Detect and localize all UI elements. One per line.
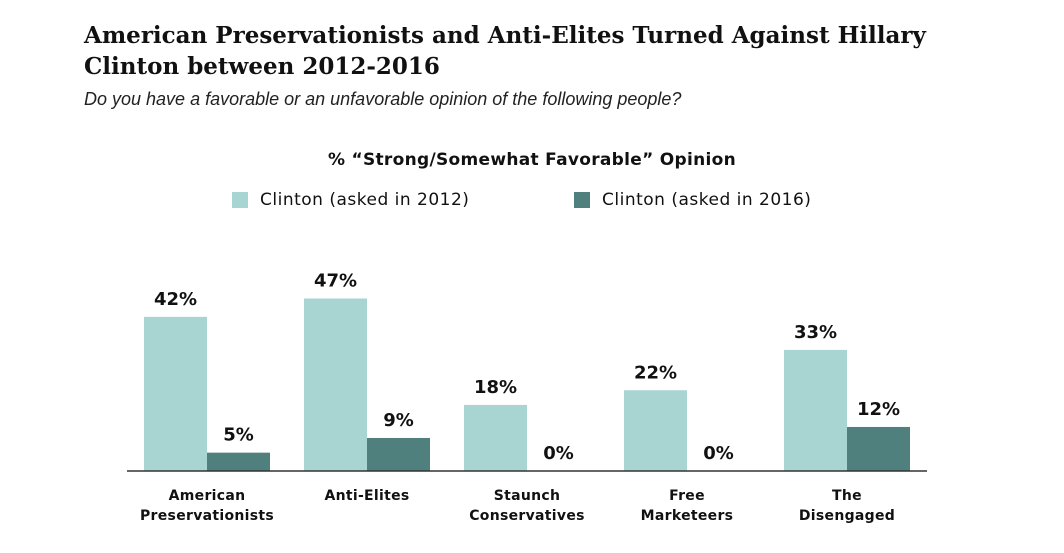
category-label-3-line-1: Marketeers [641,508,734,524]
bar-2012-1 [304,298,367,471]
category-label-1-line-0: Anti-Elites [324,488,409,504]
data-label-2012-2: 18% [474,377,517,398]
legend-item-2016: Clinton (asked in 2016) [574,190,811,210]
category-label-4-line-0: The [832,488,862,504]
category-label-2-line-1: Conservatives [469,508,585,524]
legend-swatch-2016 [574,192,590,208]
data-label-2012-4: 33% [794,322,837,343]
data-label-2016-1: 9% [383,410,414,431]
legend-swatch-2012 [232,192,248,208]
bar-2016-4 [847,426,910,471]
bar-2012-0 [144,316,207,471]
data-label-2016-4: 12% [857,399,900,420]
data-label-2016-0: 5% [223,425,254,446]
category-label-2-line-0: Staunch [494,488,561,504]
chart-subtitle: Do you have a favorable or an unfavorabl… [84,89,682,109]
data-label-2012-1: 47% [314,271,357,292]
category-label-0-line-0: American [169,488,246,504]
bar-2016-1 [367,437,430,471]
legend-item-2012: Clinton (asked in 2012) [232,190,469,210]
data-label-2012-0: 42% [154,289,197,310]
bar-2012-2 [464,404,527,471]
category-label-3-line-0: Free [669,488,705,504]
legend-label-2012: Clinton (asked in 2012) [260,190,470,210]
bar-2012-3 [624,390,687,471]
data-label-2016-2: 0% [543,443,574,464]
bar-2012-4 [784,349,847,471]
chart-title: American Preservationists and Anti-Elite… [84,22,926,80]
bar-2016-0 [207,452,270,471]
data-label-2012-3: 22% [634,362,677,383]
data-label-2016-3: 0% [703,443,734,464]
category-label-4-line-1: Disengaged [799,508,895,524]
category-label-0-line-1: Preservationists [140,508,274,524]
legend-label-2016: Clinton (asked in 2016) [602,190,812,210]
panel-title: % “Strong/Somewhat Favorable” Opinion [327,150,737,170]
